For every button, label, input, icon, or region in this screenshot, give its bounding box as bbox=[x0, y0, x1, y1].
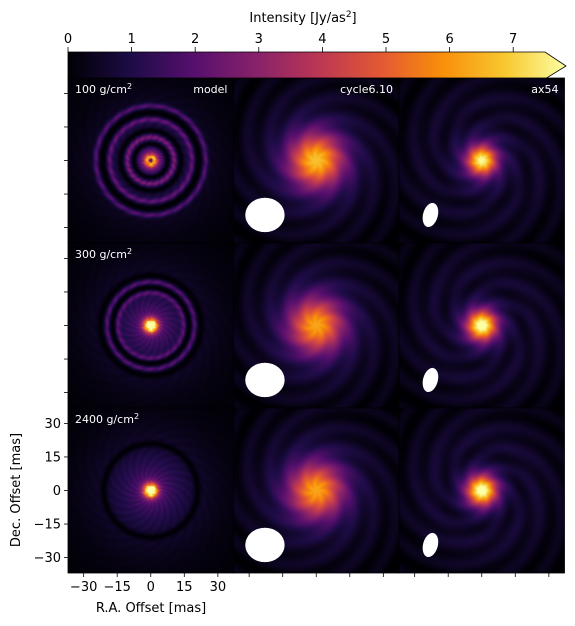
colorbar: Intensity [Jy/as2] 0 1 2 3 4 5 6 7 bbox=[64, 10, 567, 80]
panel-r2-c1 bbox=[64, 242, 234, 412]
column-label: cycle6.10 bbox=[340, 83, 393, 96]
panel-image bbox=[68, 243, 234, 408]
y-tick-label: −15 bbox=[34, 518, 61, 533]
y-axis: 30 15 0 −15 −30 bbox=[34, 417, 61, 566]
row-label: 100 g/cm2 bbox=[75, 82, 132, 96]
colorbar-tick-label: 5 bbox=[382, 32, 390, 47]
beam-ellipse bbox=[422, 202, 439, 227]
colorbar-label: Intensity [Jy/as2] bbox=[249, 10, 356, 26]
y-tick-label: 30 bbox=[44, 417, 61, 432]
x-tick-label: −30 bbox=[70, 580, 97, 595]
colorbar-tick-label: 6 bbox=[445, 32, 453, 47]
beam-ellipse bbox=[245, 527, 285, 563]
column-label: ax54 bbox=[531, 83, 558, 96]
row-label: 300 g/cm2 bbox=[75, 247, 132, 261]
colorbar-ticks: 0 1 2 3 4 5 6 7 bbox=[64, 32, 517, 52]
y-tick-label: 0 bbox=[53, 484, 61, 499]
colorbar-tick-label: 0 bbox=[64, 32, 72, 47]
colorbar-tick-label: 4 bbox=[318, 32, 326, 47]
panel-r2-c3 bbox=[398, 242, 565, 412]
x-tick-label: 0 bbox=[147, 580, 155, 595]
beam-ellipse bbox=[422, 532, 439, 557]
colorbar-tick-label: 7 bbox=[509, 32, 517, 47]
panel-r1-c2 bbox=[233, 77, 400, 247]
x-tick-label: 30 bbox=[210, 580, 227, 595]
panel-image bbox=[68, 78, 234, 243]
panel-r3-c1 bbox=[64, 407, 234, 577]
colorbar-tick-label: 2 bbox=[191, 32, 199, 47]
colorbar-bar bbox=[67, 51, 567, 80]
panel-r3-c2 bbox=[233, 407, 400, 577]
colorbar-tick-label: 1 bbox=[127, 32, 135, 47]
panel-ticks bbox=[248, 573, 384, 577]
beam-ellipse bbox=[245, 197, 285, 233]
panel-ticks bbox=[64, 423, 219, 577]
image-grid: 100 g/cm2 300 g/cm2 2400 g/cm2 model cycle6.… bbox=[64, 77, 565, 577]
column-label: model bbox=[193, 83, 227, 96]
beam-ellipse bbox=[245, 362, 285, 398]
row-label: 2400 g/cm2 bbox=[75, 412, 139, 426]
y-tick-label: 15 bbox=[44, 450, 61, 465]
colorbar-tick-label: 3 bbox=[255, 32, 263, 47]
panel-r1-c3 bbox=[398, 77, 565, 247]
y-tick-label: −30 bbox=[34, 551, 61, 566]
x-tick-label: 15 bbox=[176, 580, 193, 595]
x-axis: −30 −15 0 15 30 bbox=[70, 580, 226, 595]
panel-r3-c3 bbox=[398, 407, 565, 577]
panel-ticks bbox=[414, 573, 550, 577]
x-tick-label: −15 bbox=[103, 580, 130, 595]
x-axis-label: R.A. Offset [mas] bbox=[96, 601, 206, 616]
panel-image bbox=[68, 408, 234, 573]
panel-r2-c2 bbox=[233, 242, 400, 412]
beam-ellipse bbox=[422, 367, 439, 392]
y-axis-label: Dec. Offset [mas] bbox=[9, 433, 24, 547]
panel-r1-c1 bbox=[64, 77, 234, 247]
